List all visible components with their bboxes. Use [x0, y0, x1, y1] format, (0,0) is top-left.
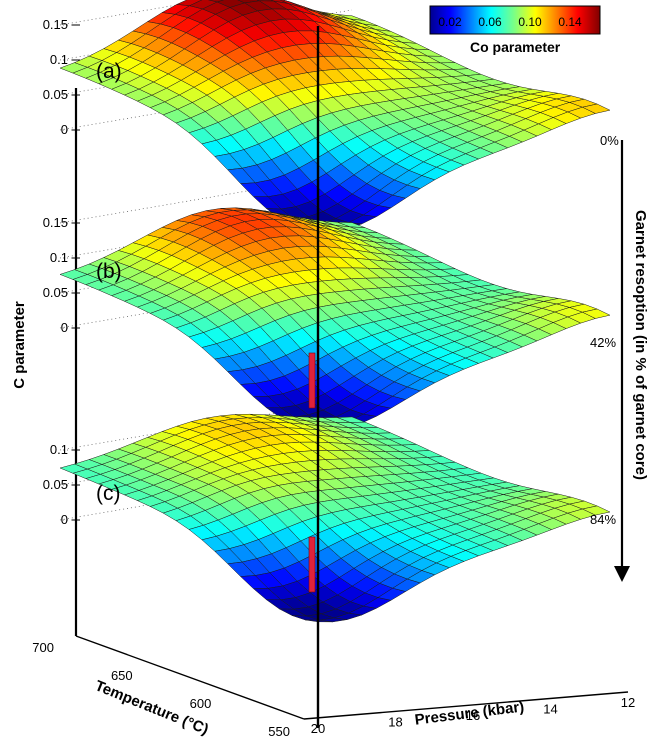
colorbar [429, 5, 601, 35]
pressure-tick-label: 16 [466, 708, 480, 723]
z-tick-label: 0 [61, 512, 68, 527]
resorption-arrow-head [614, 566, 630, 582]
red-marker [308, 352, 316, 409]
colorbar-title: Co parameter [470, 39, 561, 55]
colorbar-tick-label: 0.02 [438, 15, 462, 29]
colorbar-ticks: 0.02 0.06 0.10 0.14 [438, 15, 582, 29]
z-tick-label: 0.05 [43, 285, 68, 300]
panel-label-b: (b) [96, 260, 122, 283]
temperature-tick-label: 700 [32, 640, 54, 655]
surface-patch [581, 103, 611, 114]
resorption-axis-label: Garnet resoption (in % of garnet core) [632, 210, 649, 480]
pressure-ticks: 20 18 16 14 12 [311, 695, 635, 736]
z-tick-label: 0.05 [43, 87, 68, 102]
temperature-ticks: 700 650 600 550 [32, 640, 290, 739]
z-axis-label: C parameter [11, 301, 28, 389]
pressure-tick-label: 14 [543, 702, 557, 717]
z-tick-label: 0.15 [43, 17, 68, 32]
z-tick-label: 0 [61, 122, 68, 137]
z-tick-label: 0.05 [43, 477, 68, 492]
surface-patch [581, 505, 611, 516]
z-tick-label: 0.1 [50, 442, 68, 457]
temperature-tick-label: 600 [190, 696, 212, 711]
grid-line [59, 172, 353, 224]
z-tick-label: 0.1 [50, 52, 68, 67]
surface-layer [59, 0, 611, 623]
panel-label-a: (a) [96, 60, 122, 83]
surface-patch [208, 0, 225, 3]
red-marker [308, 536, 316, 593]
temperature-tick-label: 650 [111, 668, 133, 683]
pressure-tick-label: 20 [311, 721, 325, 736]
z-tick-label: 0.15 [43, 215, 68, 230]
resorption-label-b: 42% [590, 335, 616, 350]
z-ticks: 0 0.05 0.1 0.15 0 0.05 0.1 0.15 0 0.05 0.1 [43, 17, 80, 527]
resorption-label-a: 0% [600, 133, 619, 148]
surface-patch [581, 308, 611, 319]
resorption-label-c: 84% [590, 512, 616, 527]
z-tick-label: 0.1 [50, 250, 68, 265]
colorbar-tick-label: 0.10 [518, 15, 542, 29]
panel-label-c: (c) [96, 482, 121, 505]
temperature-tick-label: 550 [268, 724, 290, 739]
colorbar-tick-label: 0.14 [558, 15, 582, 29]
z-tick-label: 0 [61, 320, 68, 335]
pressure-axis-line [303, 691, 629, 720]
temperature-axis-line [75, 635, 305, 720]
pressure-tick-label: 12 [621, 695, 635, 710]
colorbar-tick-label: 0.06 [478, 15, 502, 29]
pressure-axis-label: Pressure (kbar) [414, 698, 525, 728]
pressure-tick-label: 18 [388, 715, 402, 730]
